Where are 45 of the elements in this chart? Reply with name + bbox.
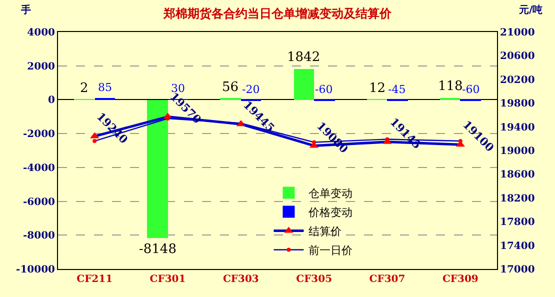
bar <box>147 100 168 238</box>
y-tick-label: 4000 <box>27 28 56 38</box>
y2-tick-label: 19800 <box>500 98 535 110</box>
data-label: 85 <box>98 81 112 94</box>
y-tick-label: -2000 <box>23 129 56 140</box>
y2-tick-label: 18600 <box>500 170 535 181</box>
data-label: -60 <box>315 83 333 96</box>
data-label: -8148 <box>139 242 176 257</box>
y-tick-label: 2000 <box>27 61 56 72</box>
y2-tick-label: 17000 <box>500 264 535 276</box>
data-label: -45 <box>388 83 406 96</box>
y2-tick-label: 19400 <box>500 122 535 134</box>
bar <box>294 69 314 100</box>
x-tick-label: CF305 <box>296 274 332 285</box>
legend-label: 结算价 <box>308 225 342 238</box>
y2-tick-label: 19000 <box>500 146 535 157</box>
y2-tick-label: 21000 <box>500 28 535 38</box>
y-tick-label: -4000 <box>23 162 56 174</box>
y2-axis-title: 元/吨 <box>518 4 543 16</box>
x-tick-label: CF307 <box>369 274 406 285</box>
data-label: 2 <box>80 81 88 96</box>
x-tick-label: CF309 <box>442 274 478 285</box>
data-label: 12 <box>369 81 386 96</box>
y-tick-label: 0 <box>48 95 56 106</box>
x-tick-label: CF211 <box>76 274 113 285</box>
data-label: 56 <box>222 80 239 95</box>
y2-tick-label: 20200 <box>500 74 535 86</box>
y-tick-label: -10000 <box>16 264 56 276</box>
y2-tick-label: 17800 <box>500 217 535 228</box>
y2-tick-label: 20600 <box>500 51 535 62</box>
y-axis-title: 手 <box>20 4 31 16</box>
data-label: -60 <box>462 83 480 96</box>
chart-title: 郑棉期货各合约当日仓单增减变动及结算价 <box>162 6 392 20</box>
x-tick-label: CF303 <box>222 274 259 285</box>
x-tick-label: CF301 <box>150 274 186 285</box>
legend-label: 价格变动 <box>308 206 353 220</box>
legend-label: 仓单变动 <box>308 187 353 200</box>
legend-label: 前一日价 <box>308 244 353 258</box>
data-label: 1842 <box>287 50 320 65</box>
data-label: 118 <box>438 79 463 94</box>
y-tick-label: -6000 <box>23 196 56 208</box>
data-label: -20 <box>242 83 260 96</box>
y2-tick-label: 17400 <box>500 240 535 252</box>
y-tick-label: -8000 <box>23 230 56 242</box>
y2-tick-label: 18200 <box>500 193 535 204</box>
